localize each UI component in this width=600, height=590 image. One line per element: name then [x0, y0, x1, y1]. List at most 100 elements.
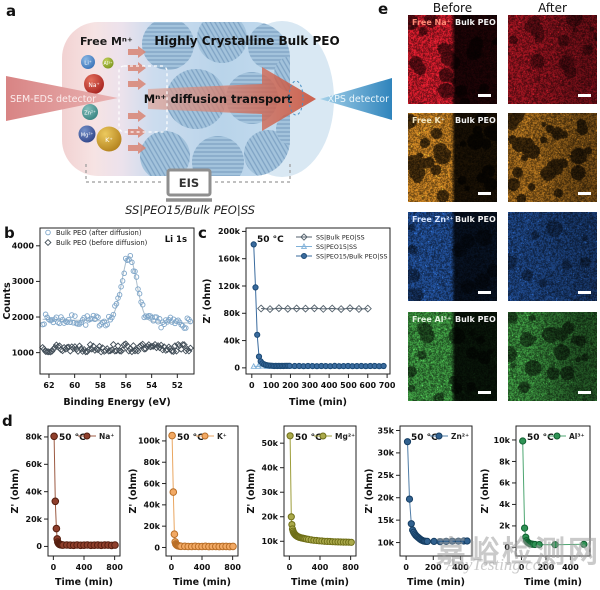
- svg-text:30k: 30k: [262, 488, 279, 497]
- scale-bar: [478, 94, 491, 97]
- svg-text:4000: 4000: [12, 242, 35, 251]
- svg-text:160k: 160k: [218, 255, 241, 264]
- svg-text:400: 400: [321, 381, 338, 390]
- svg-text:25k: 25k: [378, 471, 395, 480]
- mg-resistance-chart: 0 400 800 10k 20k 30k 40k 50k Time (min) Z' (ohm)…: [244, 416, 362, 588]
- diffusion-label: Mⁿ⁺ diffusion transport: [144, 92, 293, 106]
- svg-text:20k: 20k: [378, 494, 395, 503]
- eds-bulk-label: Bulk PEO: [455, 18, 496, 27]
- scale-bar: [578, 192, 591, 195]
- svg-text:200: 200: [282, 381, 299, 390]
- small-flux-arrows: [128, 46, 146, 154]
- svg-text:60: 60: [69, 381, 81, 390]
- schematic-svg: Free Mⁿ⁺ Highly Crystalline Bulk PEO Mⁿ⁺…: [6, 21, 392, 217]
- cell-configuration-label: SS|PEO15/Bulk PEO|SS: [125, 203, 255, 216]
- svg-text:200k: 200k: [218, 227, 241, 236]
- scale-bar: [478, 391, 491, 394]
- svg-text:400: 400: [562, 563, 579, 572]
- eds-map-al-before: Free Al³⁺ Bulk PEO: [408, 312, 497, 401]
- svg-text:50 °C: 50 °C: [411, 433, 438, 443]
- svg-text:100: 100: [263, 381, 280, 390]
- svg-text:3000: 3000: [12, 277, 35, 286]
- sem-eds-detector-label: SEM-EDS detector: [10, 94, 96, 105]
- svg-text:120k: 120k: [218, 282, 241, 291]
- k-ion: [96, 126, 122, 152]
- svg-text:20k: 20k: [144, 522, 161, 531]
- eds-canvas: [508, 312, 597, 401]
- svg-text:SS|Bulk PEO|SS: SS|Bulk PEO|SS: [316, 235, 365, 242]
- svg-text:600: 600: [359, 381, 376, 390]
- eds-canvas: [408, 212, 497, 301]
- svg-text:1000: 1000: [12, 348, 35, 357]
- svg-text:Z' (ohm): Z' (ohm): [128, 469, 139, 514]
- svg-text:800: 800: [224, 563, 241, 572]
- eis-monitor: [166, 168, 212, 197]
- al-resistance-chart: 0 200 400 0 2k 4k 6k 8k 10k Time (min) Z' (ohm) 50 …: [478, 416, 599, 588]
- watermark-cn: 嘉峪检测网: [436, 535, 600, 570]
- panel-a-label: a: [6, 2, 17, 20]
- eds-canvas: [508, 212, 597, 301]
- svg-text:700: 700: [379, 381, 396, 390]
- svg-text:0: 0: [403, 563, 409, 572]
- ion-spheres: Li⁺ Al³⁺ Na⁺ Zn²⁺ Mg²⁺ K⁺: [78, 55, 122, 152]
- svg-text:800: 800: [342, 563, 359, 572]
- na-ion: [84, 74, 104, 94]
- eis-connector-left: [85, 164, 164, 183]
- eds-map-k-before: Free K⁺ Bulk PEO: [408, 113, 497, 202]
- svg-text:300: 300: [301, 381, 318, 390]
- before-column-header: Before: [432, 1, 473, 15]
- zn-ion: [82, 104, 98, 120]
- svg-text:200: 200: [425, 563, 442, 572]
- eds-canvas: [408, 113, 497, 202]
- al-ion-label: Al³⁺: [103, 61, 113, 67]
- svg-text:15k: 15k: [378, 516, 395, 525]
- scale-bar: [578, 94, 591, 97]
- svg-text:Mg²⁺: Mg²⁺: [335, 432, 355, 441]
- svg-text:Time (min): Time (min): [173, 577, 231, 588]
- svg-text:54: 54: [146, 381, 158, 390]
- eds-map-na-before: Free Na⁺ Bulk PEO: [408, 15, 497, 104]
- svg-text:0: 0: [519, 563, 525, 572]
- na-ion-label: Na⁺: [88, 82, 99, 89]
- eds-ion-label: Free Al³⁺: [412, 315, 452, 324]
- svg-text:Z' (ohm): Z' (ohm): [202, 279, 213, 324]
- eis-connector-right: [214, 164, 291, 183]
- svg-text:60k: 60k: [26, 460, 43, 469]
- svg-text:Time (min): Time (min): [289, 397, 347, 408]
- eds-ion-label: Free Na⁺: [412, 18, 451, 27]
- svg-text:50 °C: 50 °C: [257, 235, 284, 245]
- svg-text:50k: 50k: [262, 439, 279, 448]
- sem-eds-detector: [6, 76, 118, 121]
- svg-text:80k: 80k: [144, 458, 161, 467]
- bulk-peo-title: Highly Crystalline Bulk PEO: [154, 34, 339, 48]
- eds-canvas: [408, 312, 497, 401]
- svg-text:Binding Energy (eV): Binding Energy (eV): [63, 397, 170, 408]
- svg-text:Bulk PEO (before diffusion): Bulk PEO (before diffusion): [56, 239, 148, 247]
- svg-text:800: 800: [106, 563, 123, 572]
- eds-ion-label: Free Zn²⁺: [412, 215, 454, 224]
- svg-text:100k: 100k: [138, 437, 161, 446]
- svg-text:6k: 6k: [499, 479, 511, 488]
- svg-text:Z' (ohm): Z' (ohm): [246, 469, 257, 514]
- eds-map-al-after: [508, 312, 597, 401]
- sampling-region-box: [118, 65, 168, 133]
- svg-text:80k: 80k: [224, 309, 241, 318]
- zn-resistance-chart: 0 200 400 10k 15k 20k 25k 30k 35k Time (min) Z' (o…: [362, 416, 478, 588]
- panel-d-label: d: [2, 412, 13, 430]
- na-resistance-chart: 0 400 800 0 20k 40k 60k 80k Time (min) Z' (ohm) 50…: [8, 416, 126, 588]
- scale-bar: [578, 391, 591, 394]
- svg-text:62: 62: [43, 381, 54, 390]
- li-ion-label: Li⁺: [84, 60, 92, 67]
- scale-bar: [578, 291, 591, 294]
- svg-text:Bulk PEO (after diffusion): Bulk PEO (after diffusion): [56, 229, 142, 237]
- svg-text:0: 0: [249, 381, 255, 390]
- svg-text:Time (min): Time (min): [291, 577, 349, 588]
- eds-bulk-label: Bulk PEO: [455, 215, 496, 224]
- svg-text:Li 1s: Li 1s: [165, 235, 187, 245]
- mg-ion: [78, 125, 96, 143]
- al-ion: [102, 57, 114, 69]
- after-column-header: After: [538, 1, 567, 15]
- svg-text:8k: 8k: [499, 457, 511, 466]
- svg-text:58: 58: [95, 381, 107, 390]
- svg-text:Z' (ohm): Z' (ohm): [364, 469, 375, 514]
